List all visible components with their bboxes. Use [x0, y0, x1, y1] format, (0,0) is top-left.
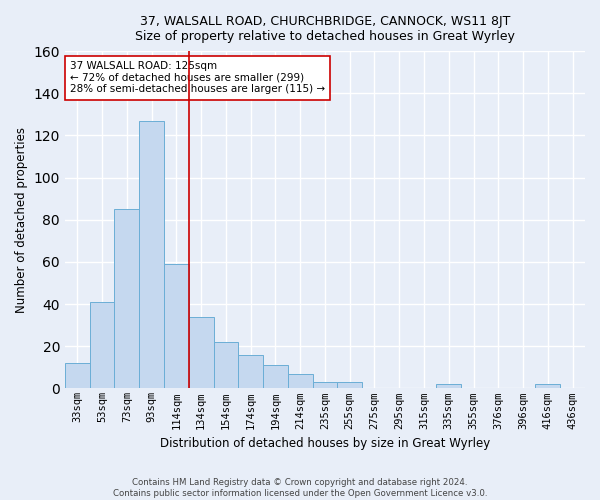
Bar	[115, 209, 139, 388]
Bar	[436, 384, 461, 388]
Bar	[263, 365, 288, 388]
Bar	[337, 382, 362, 388]
Bar	[164, 264, 189, 388]
Bar	[214, 342, 238, 388]
Bar	[238, 354, 263, 388]
Bar	[535, 384, 560, 388]
Text: Contains HM Land Registry data © Crown copyright and database right 2024.
Contai: Contains HM Land Registry data © Crown c…	[113, 478, 487, 498]
Bar	[65, 363, 89, 388]
Title: 37, WALSALL ROAD, CHURCHBRIDGE, CANNOCK, WS11 8JT
Size of property relative to d: 37, WALSALL ROAD, CHURCHBRIDGE, CANNOCK,…	[135, 15, 515, 43]
X-axis label: Distribution of detached houses by size in Great Wyrley: Distribution of detached houses by size …	[160, 437, 490, 450]
Bar	[89, 302, 115, 388]
Bar	[189, 316, 214, 388]
Bar	[288, 374, 313, 388]
Bar	[313, 382, 337, 388]
Bar	[139, 120, 164, 388]
Text: 37 WALSALL ROAD: 125sqm
← 72% of detached houses are smaller (299)
28% of semi-d: 37 WALSALL ROAD: 125sqm ← 72% of detache…	[70, 61, 325, 94]
Y-axis label: Number of detached properties: Number of detached properties	[15, 126, 28, 313]
